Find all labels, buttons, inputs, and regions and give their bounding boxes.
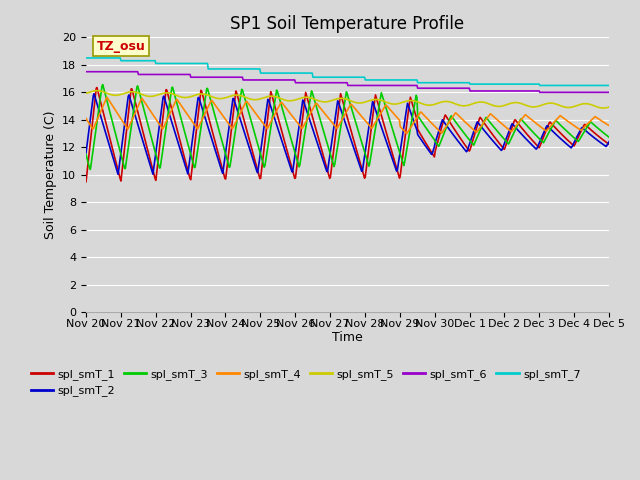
spl_smT_6 (454, 85, 461, 91)
spl_smT_3 (279, 108, 287, 114)
Legend: spl_smT_1, spl_smT_2, spl_smT_3, spl_smT_4, spl_smT_5, spl_smT_6, spl_smT_7: spl_smT_1, spl_smT_2, spl_smT_3, spl_smT… (26, 365, 585, 401)
spl_smT_6 (250, 77, 258, 83)
spl_smT_4 (82, 116, 90, 121)
Y-axis label: Soil Temperature (C): Soil Temperature (C) (44, 110, 56, 239)
spl_smT_3 (149, 141, 157, 146)
spl_smT_2 (90, 91, 98, 96)
spl_smT_7 (82, 55, 90, 61)
spl_smT_7 (299, 70, 307, 76)
spl_smT_4 (103, 95, 111, 100)
spl_smT_1 (423, 143, 431, 148)
spl_smT_5 (423, 102, 431, 108)
spl_smT_3 (82, 152, 90, 157)
spl_smT_2 (424, 146, 432, 152)
spl_smT_7 (454, 80, 461, 85)
spl_smT_1 (251, 157, 259, 163)
spl_smT_5 (300, 95, 307, 100)
Line: spl_smT_4: spl_smT_4 (86, 97, 640, 133)
spl_smT_5 (148, 94, 156, 99)
spl_smT_2 (114, 171, 122, 177)
Text: TZ_osu: TZ_osu (97, 40, 145, 53)
Line: spl_smT_2: spl_smT_2 (86, 94, 640, 174)
spl_smT_4 (403, 131, 411, 136)
spl_smT_2 (279, 142, 287, 148)
spl_smT_1 (93, 84, 100, 90)
spl_smT_2 (300, 100, 308, 106)
Line: spl_smT_1: spl_smT_1 (86, 87, 640, 182)
spl_smT_1 (148, 165, 156, 170)
spl_smT_3 (99, 82, 107, 87)
spl_smT_2 (82, 150, 90, 156)
spl_smT_5 (634, 106, 640, 111)
spl_smT_7 (148, 58, 156, 63)
spl_smT_6 (148, 72, 156, 77)
spl_smT_3 (455, 124, 463, 130)
Line: spl_smT_3: spl_smT_3 (86, 84, 640, 169)
spl_smT_6 (299, 80, 307, 85)
spl_smT_4 (455, 113, 463, 119)
Line: spl_smT_7: spl_smT_7 (86, 58, 640, 85)
spl_smT_4 (148, 111, 156, 117)
X-axis label: Time: Time (332, 331, 363, 344)
spl_smT_5 (251, 97, 259, 103)
spl_smT_2 (252, 164, 259, 170)
spl_smT_5 (278, 96, 286, 102)
spl_smT_3 (86, 167, 94, 172)
spl_smT_5 (82, 90, 90, 96)
spl_smT_6 (82, 69, 90, 74)
spl_smT_3 (252, 133, 259, 139)
Line: spl_smT_5: spl_smT_5 (86, 91, 640, 108)
Line: spl_smT_6: spl_smT_6 (86, 72, 640, 92)
spl_smT_4 (300, 123, 307, 129)
spl_smT_3 (424, 128, 432, 133)
spl_smT_7 (536, 83, 544, 88)
spl_smT_5 (93, 88, 100, 94)
spl_smT_7 (250, 66, 258, 72)
spl_smT_4 (424, 116, 432, 122)
Title: SP1 Soil Temperature Profile: SP1 Soil Temperature Profile (230, 15, 465, 33)
spl_smT_6 (422, 85, 430, 91)
spl_smT_2 (149, 171, 157, 177)
spl_smT_1 (278, 131, 286, 137)
spl_smT_6 (536, 89, 544, 95)
spl_smT_1 (82, 179, 90, 185)
spl_smT_4 (251, 109, 259, 115)
spl_smT_4 (278, 100, 286, 106)
spl_smT_2 (455, 140, 463, 145)
spl_smT_1 (454, 132, 462, 138)
spl_smT_7 (278, 70, 285, 76)
spl_smT_3 (300, 134, 308, 140)
spl_smT_1 (300, 108, 307, 114)
spl_smT_5 (454, 102, 462, 108)
spl_smT_7 (422, 80, 430, 85)
spl_smT_6 (278, 77, 285, 83)
